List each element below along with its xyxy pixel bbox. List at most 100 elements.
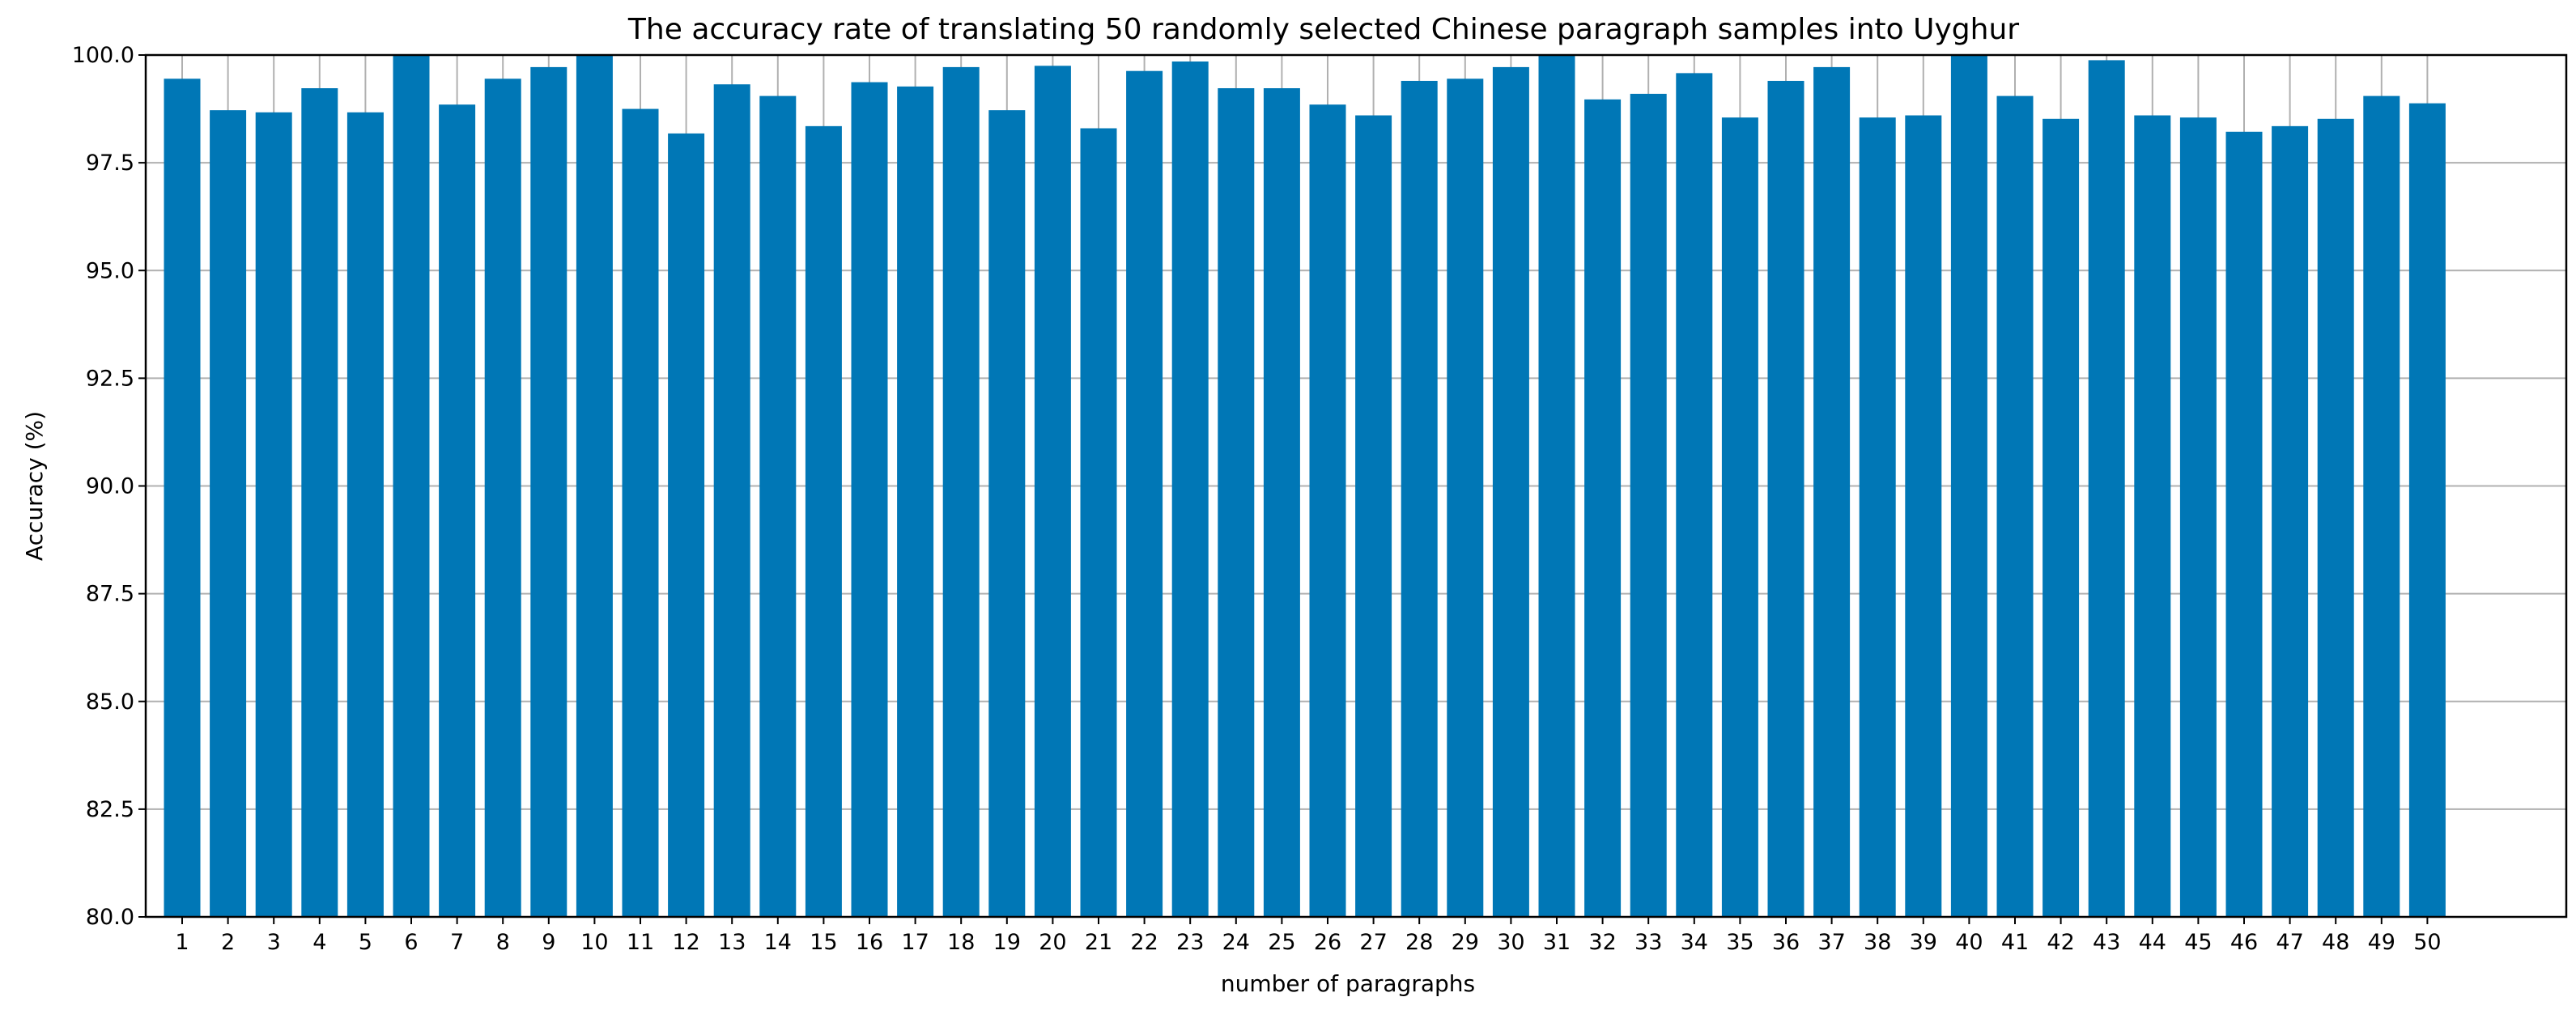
bar-paragraph-3 <box>255 112 292 917</box>
bar-paragraph-45 <box>2179 117 2217 917</box>
bar-paragraph-44 <box>2134 115 2171 918</box>
x-tick-label: 32 <box>1588 930 1616 955</box>
x-tick-label: 26 <box>1314 930 1341 955</box>
bar-paragraph-13 <box>713 84 750 918</box>
x-tick-label: 41 <box>2001 930 2029 955</box>
bar-paragraph-27 <box>1355 115 1392 918</box>
x-tick-label: 49 <box>2368 930 2395 955</box>
bar-paragraph-6 <box>393 55 430 917</box>
bar-paragraph-29 <box>1447 78 1484 918</box>
bar-paragraph-11 <box>622 108 659 917</box>
x-tick-label: 12 <box>672 930 699 955</box>
x-tick-label: 13 <box>718 930 746 955</box>
bar-paragraph-39 <box>1905 115 1942 918</box>
x-tick-label: 28 <box>1405 930 1433 955</box>
y-tick-label: 82.5 <box>86 797 134 822</box>
y-tick-label: 97.5 <box>86 151 134 176</box>
x-tick-label: 24 <box>1222 930 1250 955</box>
x-tick-label: 43 <box>2093 930 2120 955</box>
x-tick-label: 19 <box>993 930 1021 955</box>
bar-paragraph-21 <box>1080 128 1117 917</box>
y-tick-label: 87.5 <box>86 582 134 607</box>
x-tick-label: 37 <box>1817 930 1845 955</box>
x-tick-label: 47 <box>2276 930 2303 955</box>
x-tick-label: 10 <box>580 930 608 955</box>
bar-paragraph-31 <box>1538 55 1575 917</box>
bar-paragraph-7 <box>439 104 476 918</box>
bar-paragraph-46 <box>2225 131 2263 917</box>
x-tick-label: 2 <box>221 930 235 955</box>
bar-paragraph-1 <box>164 78 201 918</box>
bar-paragraph-50 <box>2408 103 2446 917</box>
x-tick-label: 8 <box>496 930 510 955</box>
x-tick-label: 29 <box>1452 930 1479 955</box>
bar-paragraph-20 <box>1034 66 1071 917</box>
bar-paragraph-33 <box>1630 93 1667 918</box>
x-tick-label: 27 <box>1359 930 1387 955</box>
x-tick-label: 25 <box>1268 930 1295 955</box>
bar-paragraph-12 <box>668 133 705 918</box>
x-tick-label: 46 <box>2230 930 2258 955</box>
bar-paragraph-14 <box>759 95 797 917</box>
y-tick-label: 80.0 <box>86 905 134 930</box>
bar-paragraph-35 <box>1721 117 1758 917</box>
x-tick-label: 39 <box>1910 930 1937 955</box>
bar-paragraph-32 <box>1584 99 1622 917</box>
y-axis-ticks: 80.0 82.5 85.0 87.5 90.0 92.5 95.0 97.5 100.0 <box>72 43 146 930</box>
x-tick-label: 42 <box>2047 930 2074 955</box>
x-tick-label: 50 <box>2413 930 2441 955</box>
bar-paragraph-49 <box>2363 95 2400 917</box>
x-tick-label: 17 <box>901 930 929 955</box>
x-tick-label: 11 <box>627 930 654 955</box>
bar-series <box>164 55 2446 918</box>
y-tick-label: 92.5 <box>86 366 134 391</box>
x-axis-title: number of paragraphs <box>1221 970 1475 997</box>
bar-paragraph-5 <box>346 112 384 917</box>
bar-paragraph-36 <box>1767 80 1804 918</box>
bar-paragraph-42 <box>2043 118 2080 917</box>
x-tick-label: 21 <box>1085 930 1112 955</box>
x-tick-label: 36 <box>1772 930 1800 955</box>
bar-paragraph-16 <box>851 82 888 918</box>
bar-paragraph-2 <box>210 110 247 917</box>
x-tick-label: 34 <box>1681 930 1708 955</box>
x-tick-label: 44 <box>2139 930 2166 955</box>
x-tick-label: 6 <box>404 930 418 955</box>
bar-paragraph-48 <box>2317 118 2354 917</box>
x-tick-label: 48 <box>2322 930 2349 955</box>
bar-paragraph-25 <box>1263 88 1300 917</box>
x-tick-label: 15 <box>810 930 837 955</box>
bar-paragraph-28 <box>1401 80 1438 918</box>
bar-paragraph-47 <box>2272 125 2309 918</box>
x-tick-label: 14 <box>764 930 792 955</box>
bar-paragraph-17 <box>897 86 934 917</box>
x-tick-label: 18 <box>947 930 975 955</box>
x-tick-label: 23 <box>1176 930 1204 955</box>
bar-paragraph-10 <box>576 55 613 917</box>
y-tick-label: 85.0 <box>86 689 134 715</box>
x-tick-label: 1 <box>175 930 189 955</box>
x-tick-label: 5 <box>359 930 372 955</box>
x-tick-label: 16 <box>856 930 883 955</box>
x-axis-ticks: 1 2 3 4 5 6 7 8 9 10 11 12 13 14 15 16 17 18 19 20 21 22 23 24 2… <box>175 917 2442 955</box>
bar-paragraph-4 <box>301 88 338 917</box>
bar-paragraph-34 <box>1676 73 1713 918</box>
bar-paragraph-30 <box>1492 66 1529 917</box>
x-tick-label: 9 <box>542 930 555 955</box>
x-tick-label: 4 <box>312 930 326 955</box>
bar-paragraph-23 <box>1171 61 1209 917</box>
bar-paragraph-38 <box>1859 117 1896 917</box>
y-tick-label: 95.0 <box>86 258 134 283</box>
x-tick-label: 40 <box>1955 930 1983 955</box>
bar-paragraph-18 <box>942 66 980 917</box>
x-tick-label: 45 <box>2184 930 2212 955</box>
y-axis-title: Accuracy (%) <box>21 411 48 561</box>
bar-paragraph-9 <box>530 66 567 917</box>
x-tick-label: 30 <box>1497 930 1524 955</box>
bar-paragraph-41 <box>1996 95 2034 917</box>
bar-paragraph-26 <box>1309 104 1346 918</box>
x-tick-label: 22 <box>1130 930 1158 955</box>
chart-title: The accuracy rate of translating 50 rand… <box>627 13 2019 46</box>
